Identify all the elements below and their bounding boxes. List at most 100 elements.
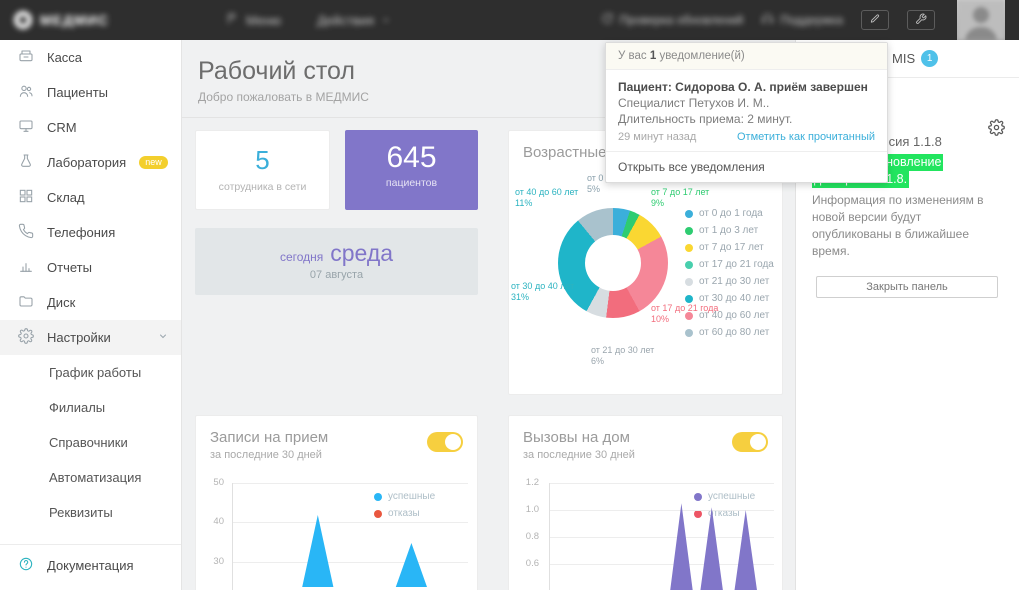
legend-dot — [685, 260, 693, 269]
submenu-item-branches[interactable]: Филиалы — [49, 400, 106, 415]
right-panel: MIS 1 Текущая версия 1.1.8 Доступно обно… — [795, 40, 1019, 590]
tools-button[interactable] — [907, 10, 935, 30]
today-card: сегодня среда 07 августа — [195, 228, 478, 295]
page-header: Рабочий стол Добро пожаловать в МЕДМИС — [182, 40, 795, 118]
submenu-item-schedule[interactable]: График работы — [49, 365, 142, 380]
submenu-item-automation[interactable]: Автоматизация — [49, 470, 142, 485]
logo-text: МЕДМИС — [40, 12, 109, 28]
y-tick: 0.6 — [525, 558, 539, 569]
submenu-item-directories[interactable]: Справочники — [49, 435, 128, 450]
legend-item: от 21 до 30 лет — [685, 273, 774, 290]
sidebar-item-telephony[interactable]: Телефония — [0, 215, 181, 250]
sidebar-item-disk[interactable]: Диск — [0, 285, 181, 320]
topbar-right: Проверка обновлений Поддержка — [601, 0, 1019, 40]
wrench-icon — [915, 13, 927, 28]
monitor-icon — [18, 118, 34, 137]
headset-icon — [761, 12, 774, 28]
edit-button[interactable] — [861, 10, 889, 30]
notification-line: Длительность приема: 2 минут. — [618, 112, 793, 126]
folder-icon — [18, 293, 34, 312]
logo-icon — [14, 11, 32, 29]
calls-plot — [670, 503, 757, 590]
bar-chart-icon — [18, 258, 34, 277]
house-calls-subtitle: за последние 30 дней — [523, 449, 635, 461]
y-tick: 40 — [213, 516, 224, 527]
cash-register-icon — [18, 48, 34, 67]
topbar: МЕДМИС Меню Действия Проверка обновлений — [0, 0, 1019, 40]
appointments-toggle[interactable] — [427, 432, 463, 452]
close-panel-button[interactable]: Закрыть панель — [816, 276, 998, 298]
grid-icon — [18, 188, 34, 207]
appointments-card: Записи на прием за последние 30 дней усп… — [195, 415, 478, 590]
legend-dot — [685, 226, 693, 235]
notification-count-badge: 1 — [921, 50, 939, 67]
y-tick: 0.8 — [525, 531, 539, 542]
new-badge: new — [139, 156, 168, 169]
donut-callout: от 40 до 60 лет 11% — [515, 187, 579, 208]
top-nav: Меню Действия — [226, 12, 391, 28]
donut-callout: от 30 до 40 лет 31% — [511, 281, 575, 302]
sidebar-item-crm[interactable]: CRM — [0, 110, 181, 145]
appointments-title: Записи на прием — [210, 429, 329, 446]
age-legend: от 0 до 1 года от 1 до 3 лет от 7 до 17 … — [685, 205, 774, 341]
legend-dot — [374, 509, 382, 518]
house-calls-title: Вызовы на дом — [523, 429, 630, 446]
support-button[interactable]: Поддержка — [761, 12, 843, 28]
topnav-item-actions[interactable]: Действия — [317, 12, 391, 28]
page-subtitle: Добро пожаловать в МЕДМИС — [198, 90, 369, 104]
notification-popover: У вас 1 уведомление(й) Пациент: Сидорова… — [605, 42, 888, 183]
legend-item: от 17 до 21 года — [685, 256, 774, 273]
app-logo[interactable]: МЕДМИС — [0, 11, 182, 29]
notification-body: Пациент: Сидорова О. А. приём завершен С… — [606, 70, 887, 151]
donut-callout: от 17 до 21 года 10% — [651, 303, 719, 324]
legend-item: от 30 до 40 лет — [685, 290, 774, 307]
today-day: среда — [330, 240, 394, 266]
legend-dot — [685, 328, 693, 337]
sidebar-item-cashdesk[interactable]: Касса — [0, 40, 181, 75]
open-all-notifications-link[interactable]: Открыть все уведомления — [606, 151, 887, 182]
panel-tab[interactable]: MIS 1 — [892, 50, 939, 67]
settings-submenu: График работы Филиалы Справочники Автома… — [0, 355, 181, 530]
mark-as-read-link[interactable]: Отметить как прочитанный — [736, 131, 875, 143]
legend-item: от 60 до 80 лет — [685, 324, 774, 341]
online-staff-card: 5 сотрудника в сети — [195, 130, 330, 210]
online-staff-value: 5 — [255, 145, 270, 175]
y-tick: 50 — [213, 477, 224, 488]
sidebar-item-settings[interactable]: Настройки — [0, 320, 181, 355]
sidebar-item-documentation[interactable]: Документация — [0, 548, 181, 583]
legend-dot — [685, 277, 693, 286]
legend-item: от 7 до 17 лет — [685, 239, 774, 256]
patients-count-value: 645 — [386, 141, 437, 174]
y-tick: 30 — [213, 556, 224, 567]
avatar[interactable] — [957, 0, 1005, 40]
house-calls-toggle[interactable] — [732, 432, 768, 452]
sidebar-item-patients[interactable]: Пациенты — [0, 75, 181, 110]
submenu-item-requisites[interactable]: Реквизиты — [49, 505, 113, 520]
notification-time: 29 минут назад — [618, 131, 697, 143]
donut-callout: от 7 до 17 лет 9% — [651, 187, 710, 208]
notification-count: 1 — [649, 50, 657, 62]
house-calls-legend: успешные отказы — [694, 488, 755, 522]
panel-settings-button[interactable] — [983, 116, 1009, 142]
legend-dot — [685, 209, 693, 218]
notification-line: Специалист Петухов И. М.. — [618, 96, 770, 110]
flask-icon — [18, 153, 34, 172]
appointments-legend: успешные отказы — [374, 488, 435, 522]
sidebar-item-laboratory[interactable]: Лаборатория new — [0, 145, 181, 180]
main-content: Рабочий стол Добро пожаловать в МЕДМИС 5… — [182, 40, 795, 590]
users-icon — [18, 83, 34, 102]
chevron-down-icon — [157, 330, 169, 345]
notification-title: Пациент: Сидорова О. А. приём завершен — [618, 80, 868, 94]
check-updates-button[interactable]: Проверка обновлений — [601, 12, 743, 28]
topnav-item-1[interactable]: Меню — [226, 12, 281, 28]
house-calls-card: Вызовы на дом за последние 30 дней успеш… — [508, 415, 783, 590]
sidebar-divider — [0, 544, 181, 545]
y-tick: 1.0 — [525, 504, 539, 515]
patients-count-label: пациентов — [385, 177, 438, 189]
sidebar-item-reports[interactable]: Отчеты — [0, 250, 181, 285]
legend-dot — [374, 492, 382, 501]
legend-dot — [685, 243, 693, 252]
age-donut — [558, 208, 668, 318]
sidebar-item-warehouse[interactable]: Склад — [0, 180, 181, 215]
legend-dot — [694, 492, 702, 501]
